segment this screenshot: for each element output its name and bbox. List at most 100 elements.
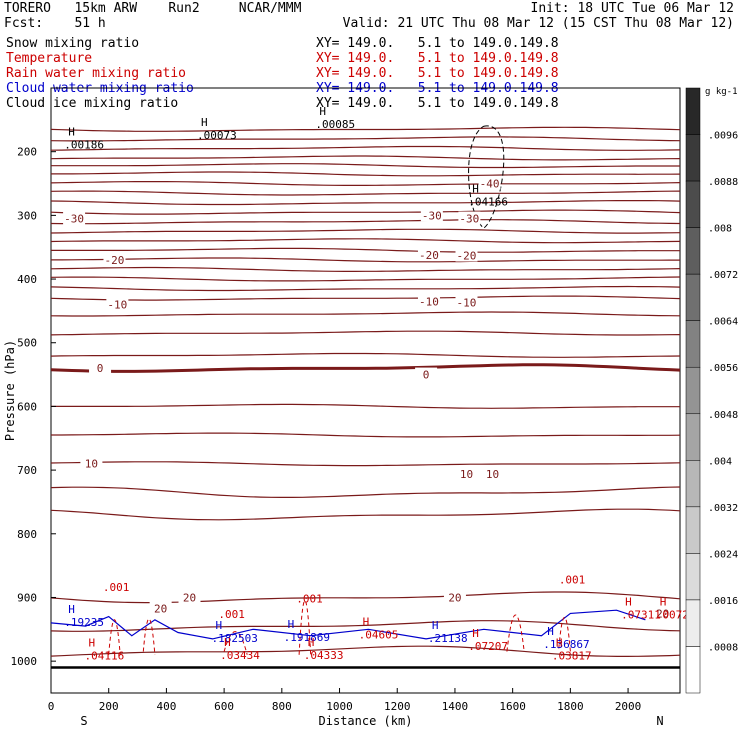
field-name: Cloud ice mixing ratio <box>6 96 179 111</box>
colorbar-label: .0096 <box>708 131 738 142</box>
colorbar-label: .0008 <box>708 642 738 653</box>
high-value-label: .07311 <box>621 608 661 621</box>
high-marker: H <box>432 619 439 632</box>
y-tick-label: 200 <box>17 146 37 159</box>
colorbar-bin <box>685 366 701 415</box>
temperature-contour-label: 20 <box>448 591 461 604</box>
colorbar-label: .0048 <box>708 410 738 421</box>
colorbar-bin <box>685 413 701 461</box>
high-marker: H <box>319 105 326 118</box>
high-value-label: .00073 <box>197 129 237 142</box>
plot-frame <box>50 87 681 694</box>
colorbar-bin <box>685 180 701 228</box>
temperature-contour-label: -20 <box>419 249 439 262</box>
high-marker: H <box>556 637 563 650</box>
temperature-contour-label: -20 <box>457 249 477 262</box>
high-value-label: .03817 <box>552 650 592 663</box>
y-tick-label: 900 <box>17 591 37 604</box>
y-tick-label: 300 <box>17 209 37 222</box>
isotherm-line <box>50 181 681 186</box>
isotherm-line <box>50 285 681 292</box>
temperature-contour-label: 0 <box>97 362 104 375</box>
temperature-contour-label: 10 <box>460 468 473 481</box>
contour-label-bg <box>651 606 674 620</box>
temperature-contour-label: 20 <box>154 602 167 615</box>
field-xy: XY= 149.0. 5.1 to 149.0.149.8 <box>316 36 559 51</box>
isotherm-line <box>50 190 681 196</box>
y-tick-label: 600 <box>17 400 37 413</box>
field-name: Rain water mixing ratio <box>6 66 187 81</box>
high-marker: H <box>625 595 632 608</box>
colorbar-bin <box>685 227 701 275</box>
temperature-contour-label: 0 <box>423 369 430 382</box>
high-value-label: .04116 <box>85 650 125 663</box>
temperature-contour-label: 10 <box>486 468 499 481</box>
high-marker: H <box>68 125 75 138</box>
contour-label-bg <box>106 297 129 311</box>
contour-label-bg <box>417 247 440 261</box>
x-end-label-north: N <box>656 714 663 728</box>
colorbar-bin <box>685 553 701 601</box>
colorbar-label: .0016 <box>708 596 738 607</box>
isotherm-line <box>50 228 681 234</box>
contour-label-bg <box>455 248 478 262</box>
isotherm-line <box>50 461 681 467</box>
temperature-contour-label: -20 <box>105 254 125 267</box>
high-marker: H <box>288 618 295 631</box>
x-tick-label: 800 <box>272 700 292 713</box>
contour-label-bg <box>478 176 501 190</box>
isotherm-line <box>50 219 681 225</box>
contour-label-bg <box>417 294 440 308</box>
high-value-label: .03434 <box>220 649 260 662</box>
isotherm-line <box>50 155 681 161</box>
temperature-contour-label: -30 <box>64 213 84 226</box>
contour-label-bg <box>481 466 504 480</box>
temperature-contour-label: 20 <box>183 591 196 604</box>
colorbar-label: .0024 <box>708 549 738 560</box>
temperature-contour-label: 20 <box>656 607 669 620</box>
high-value-label: .00186 <box>64 138 104 151</box>
y-tick-label: 700 <box>17 464 37 477</box>
colorbar-bin <box>685 273 701 321</box>
contour-label-bg <box>63 211 86 225</box>
field-xy: XY= 149.0. 5.1 to 149.0.149.8 <box>316 66 559 81</box>
isotherm-line <box>51 247 680 253</box>
header-model: TORERO 15km ARW Run2 NCAR/MMM <box>4 1 302 16</box>
high-value-label: .19235 <box>64 616 104 629</box>
y-tick-label: 500 <box>17 337 37 350</box>
rain-contour-label: .001 <box>103 581 130 594</box>
contour-label-bg <box>458 211 481 225</box>
isotherm-line <box>50 645 681 657</box>
high-value-label: .00728 <box>656 608 696 621</box>
field-xy: XY= 149.0. 5.1 to 149.0.149.8 <box>316 96 559 111</box>
isotherm-line <box>50 266 681 272</box>
isotherm-line <box>50 295 681 301</box>
isotherm-line <box>51 257 680 263</box>
high-marker: H <box>201 116 208 129</box>
isotherm-line <box>50 311 681 317</box>
isotherm-zero-line <box>50 363 681 373</box>
isotherm-line <box>50 276 681 282</box>
x-tick-label: 1000 <box>326 700 353 713</box>
high-value-label: .182503 <box>211 632 257 645</box>
isotherm-line <box>50 620 681 632</box>
field-name: Snow mixing ratio <box>6 36 140 51</box>
x-end-label-south: S <box>80 714 87 728</box>
high-value-label: .191869 <box>284 631 330 644</box>
temperature-contour-label: -40 <box>480 178 500 191</box>
high-marker: H <box>660 595 667 608</box>
rain-contour-label: .001 <box>218 608 245 621</box>
rain-contour-label: .001 <box>559 573 586 586</box>
contour-label-bg <box>149 601 172 615</box>
cloud-water-contour <box>50 609 646 640</box>
high-marker: H <box>215 619 222 632</box>
high-marker: H <box>68 603 75 616</box>
temperature-contour-label: -10 <box>107 299 127 312</box>
x-tick-label: 400 <box>156 700 176 713</box>
temperature-contour-label: -10 <box>457 297 477 310</box>
high-marker: H <box>472 183 479 196</box>
isotherm-line <box>50 508 681 521</box>
contour-label-bg <box>455 295 478 309</box>
x-tick-label: 1600 <box>499 700 526 713</box>
high-marker: H <box>472 627 479 640</box>
